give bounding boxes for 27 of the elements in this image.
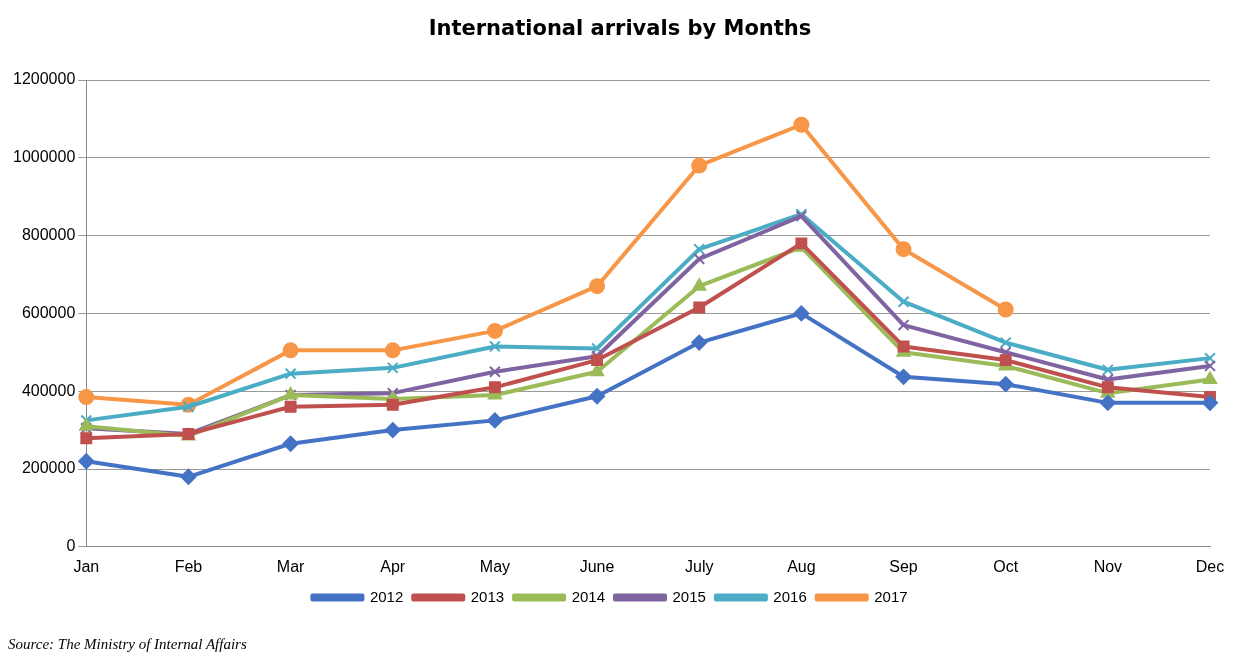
x-tick-label: Jan: [73, 557, 100, 575]
x-tick-label: July: [685, 557, 714, 575]
x-tick-label: May: [479, 557, 511, 575]
x-tick-label: Sep: [889, 557, 918, 575]
legend-label: 2013: [470, 587, 505, 605]
x-tick-label: June: [579, 557, 615, 575]
x-tick-label: Dec: [1195, 557, 1225, 575]
chart-title: International arrivals by Months: [427, 16, 813, 40]
legend-label: 2014: [571, 587, 606, 605]
legend-label: 2012: [369, 587, 404, 605]
y-tick-label: 1000000: [12, 148, 76, 166]
y-tick-label: 400000: [21, 381, 76, 399]
y-tick-label: 200000: [21, 459, 76, 477]
source-note: Source: The Ministry of Internal Affairs: [8, 636, 247, 653]
y-tick-label: 0: [66, 537, 76, 555]
x-tick-label: Oct: [993, 557, 1019, 575]
x-tick-label: Feb: [174, 557, 203, 575]
x-tick-label: Mar: [276, 557, 306, 575]
x-tick-label: Aug: [787, 557, 816, 575]
legend-label: 2016: [773, 587, 807, 605]
legend-label: 2017: [874, 587, 908, 605]
y-tick-label: 800000: [21, 226, 76, 244]
legend-label: 2015: [672, 587, 706, 605]
y-tick-label: 600000: [21, 303, 76, 321]
y-tick-label: 1200000: [12, 70, 76, 88]
x-tick-label: Apr: [380, 557, 406, 575]
x-tick-label: Nov: [1093, 557, 1123, 575]
